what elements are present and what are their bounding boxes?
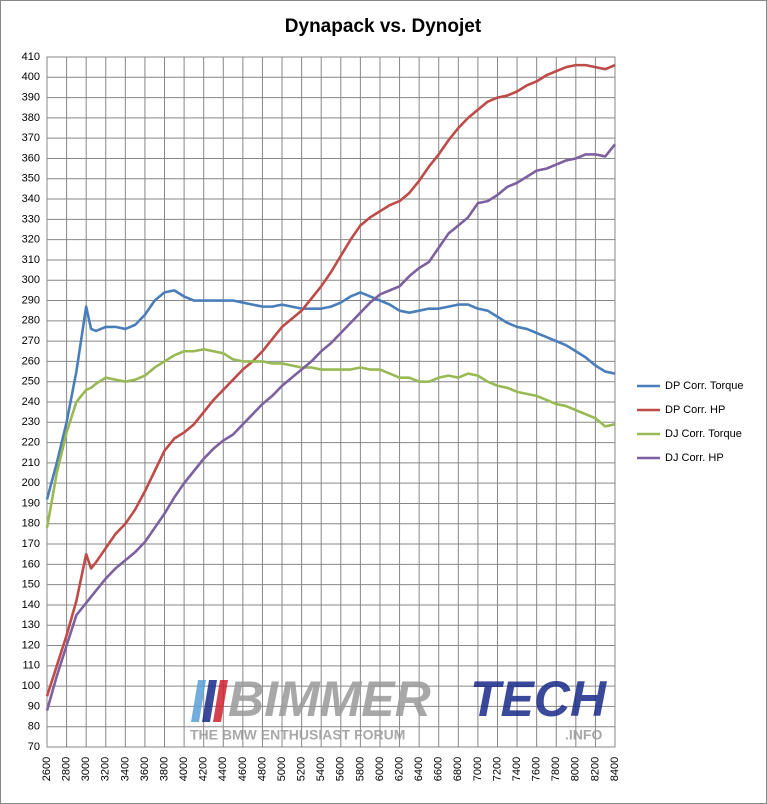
x-tick-label: 7000 <box>472 757 484 781</box>
legend-label: DJ Corr. Torque <box>665 428 742 440</box>
legend-label: DJ Corr. HP <box>665 452 724 464</box>
x-tick-label: 6200 <box>393 757 405 781</box>
y-tick-label: 150 <box>22 579 40 591</box>
x-tick-label: 6400 <box>413 757 425 781</box>
y-tick-label: 260 <box>22 355 40 367</box>
y-tick-label: 130 <box>22 619 40 631</box>
chart-title: Dynapack vs. Dynojet <box>285 16 482 37</box>
y-tick-label: 400 <box>22 71 40 83</box>
x-tick-label: 8200 <box>589 757 601 781</box>
watermark: BIMMER TECH THE BMW ENTHUSIAST FORUM .IN… <box>190 671 607 743</box>
y-tick-label: 340 <box>22 193 40 205</box>
x-tick-label: 6600 <box>433 757 445 781</box>
series-line <box>45 63 616 697</box>
y-tick-label: 280 <box>22 315 40 327</box>
x-tick-label: 6000 <box>374 757 386 781</box>
x-tick-label: 7800 <box>550 757 562 781</box>
y-tick-label: 80 <box>28 721 40 733</box>
x-tick-label: 4800 <box>256 757 268 781</box>
y-tick-label: 240 <box>22 396 40 408</box>
x-tick-label: 4200 <box>198 757 210 781</box>
y-tick-label: 360 <box>22 152 40 164</box>
y-tick-label: 190 <box>22 497 40 509</box>
y-tick-label: 290 <box>22 294 40 306</box>
watermark-tagline: THE BMW ENTHUSIAST FORUM <box>190 727 405 743</box>
x-tick-label: 5600 <box>335 757 347 781</box>
watermark-suffix: .INFO <box>565 727 602 743</box>
series-line <box>45 347 616 529</box>
x-tick-label: 8000 <box>570 757 582 781</box>
y-tick-label: 250 <box>22 376 40 388</box>
y-tick-label: 370 <box>22 132 40 144</box>
legend: DP Corr. Torque DP Corr. HP DJ Corr. Torqu… <box>637 380 743 464</box>
x-tick-label: 2600 <box>41 757 53 781</box>
x-tick-label: 2800 <box>60 757 72 781</box>
x-tick-label: 3000 <box>80 757 92 781</box>
y-tick-label: 110 <box>22 660 40 672</box>
x-tick-label: 3600 <box>139 757 151 781</box>
x-tick-label: 6800 <box>452 757 464 781</box>
x-tick-label: 8400 <box>609 757 621 781</box>
x-tick-label: 7600 <box>531 757 543 781</box>
y-tick-label: 270 <box>22 335 40 347</box>
y-tick-label: 230 <box>22 416 40 428</box>
y-tick-label: 330 <box>22 213 40 225</box>
y-tick-label: 170 <box>22 538 40 550</box>
x-tick-label: 3800 <box>158 757 170 781</box>
x-tick-label: 5200 <box>296 757 308 781</box>
watermark-text: TECH <box>470 671 607 727</box>
watermark-text: BIMMER <box>228 671 431 727</box>
x-tick-label: 5000 <box>276 757 288 781</box>
y-tick-label: 220 <box>22 436 40 448</box>
y-tick-label: 160 <box>22 558 40 570</box>
x-tick-label: 5800 <box>354 757 366 781</box>
x-tick-label: 3400 <box>119 757 131 781</box>
y-tick-label: 310 <box>22 254 40 266</box>
y-tick-label: 390 <box>22 91 40 103</box>
x-tick-label: 5400 <box>315 757 327 781</box>
stripe <box>202 680 217 722</box>
y-tick-label: 380 <box>22 112 40 124</box>
y-tick-label: 410 <box>22 51 40 63</box>
y-tick-label: 300 <box>22 274 40 286</box>
y-tick-label: 180 <box>22 518 40 530</box>
series-line <box>45 289 616 500</box>
y-tick-label: 90 <box>28 700 40 712</box>
stripe <box>191 680 206 722</box>
x-tick-label: 7400 <box>511 757 523 781</box>
y-tick-label: 140 <box>22 599 40 611</box>
legend-label: DP Corr. Torque <box>665 380 743 392</box>
stripe <box>213 680 228 722</box>
x-tick-label: 7200 <box>491 757 503 781</box>
x-tick-label: 4000 <box>178 757 190 781</box>
legend-label: DP Corr. HP <box>665 404 725 416</box>
y-tick-label: 200 <box>22 477 40 489</box>
series-line <box>45 143 617 711</box>
x-tick-label: 3200 <box>100 757 112 781</box>
y-tick-label: 320 <box>22 234 40 246</box>
y-tick-label: 350 <box>22 173 40 185</box>
x-tick-label: 4600 <box>237 757 249 781</box>
y-tick-label: 210 <box>22 457 40 469</box>
y-tick-label: 120 <box>22 639 40 651</box>
y-tick-label: 100 <box>22 680 40 692</box>
y-tick-label: 70 <box>28 741 40 753</box>
x-tick-label: 4400 <box>217 757 229 781</box>
